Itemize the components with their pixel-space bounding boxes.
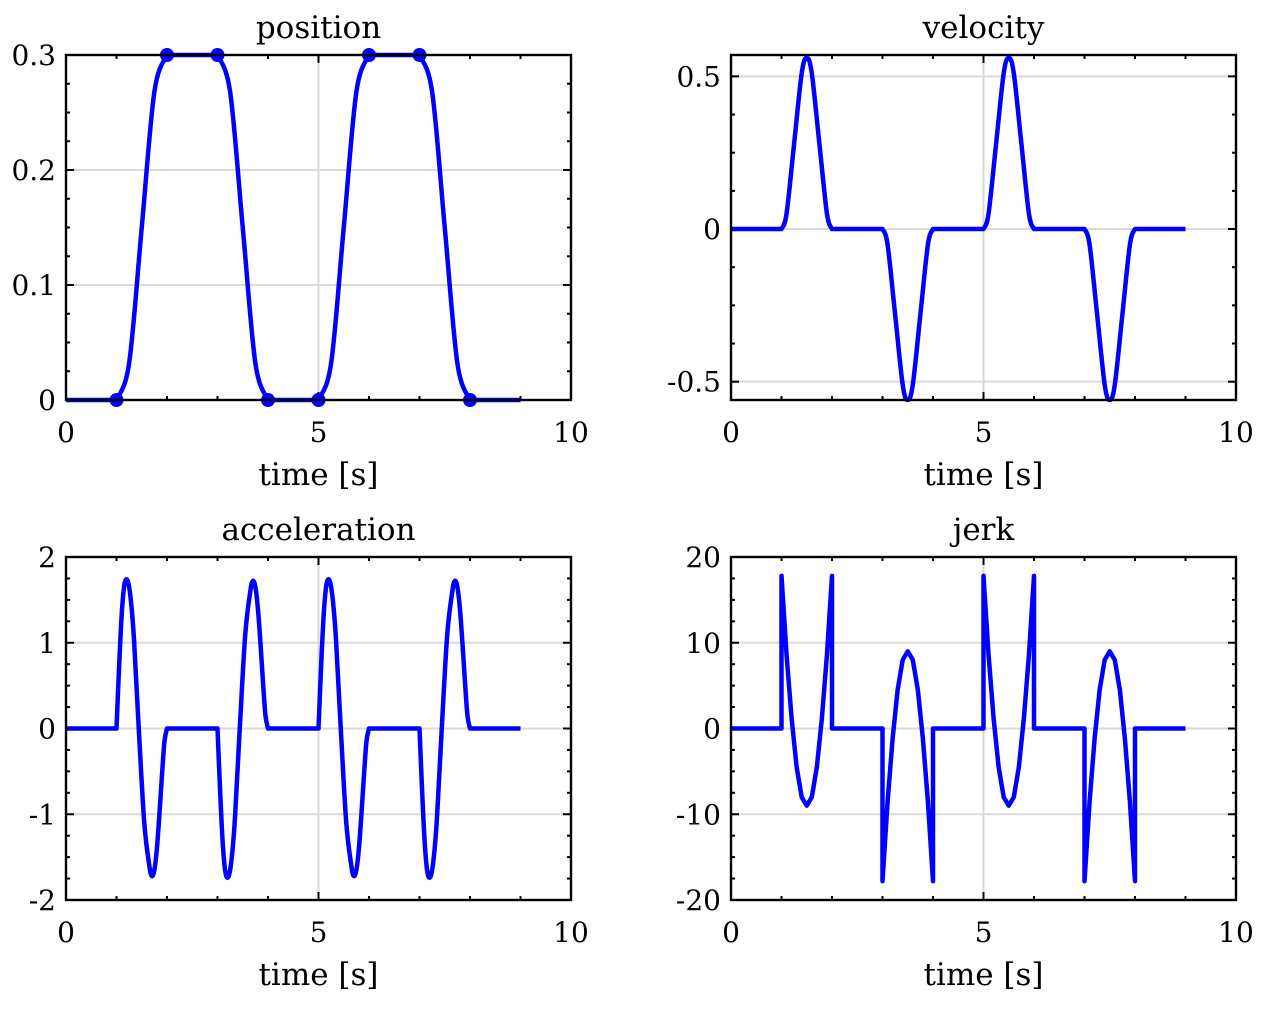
y-tick-label: -1 (29, 798, 56, 831)
x-tick-label: 10 (553, 916, 589, 949)
y-tick-label: 0.3 (11, 39, 56, 72)
series-line-velocity (731, 55, 1186, 403)
x-tick-label: 10 (553, 416, 589, 449)
subplot-title: position (256, 10, 381, 46)
x-tick-label: 0 (57, 416, 75, 449)
y-tick-label: 1 (38, 627, 56, 660)
x-tick-label: 10 (1218, 416, 1254, 449)
axes-frame (729, 53, 1238, 402)
x-axis-label: time [s] (258, 457, 378, 493)
x-tick-label: 5 (975, 416, 993, 449)
y-tick-label: 0 (38, 713, 56, 746)
x-tick-label: 0 (722, 916, 740, 949)
y-tick-label: 0.5 (676, 60, 721, 93)
x-tick-label: 0 (57, 916, 75, 949)
axes-frame (729, 555, 1238, 902)
x-tick-label: 10 (1218, 916, 1254, 949)
subplot-position: 0 5 10 0 0.1 0.2 0.3 position time [s] (11, 10, 588, 493)
axes-frame (64, 555, 573, 902)
x-axis-label: time [s] (923, 457, 1043, 493)
x-tick-label: 5 (975, 916, 993, 949)
subplot-title: jerk (950, 512, 1015, 548)
y-tick-label: -0.5 (667, 366, 721, 399)
subplot-jerk: 0 5 10 -20 -10 0 10 20 jerk time [s] (676, 512, 1254, 993)
y-tick-label: 20 (685, 541, 721, 574)
y-tick-label: 0 (703, 713, 721, 746)
x-tick-label: 0 (722, 416, 740, 449)
x-axis-label: time [s] (923, 957, 1043, 993)
y-tick-label: -2 (29, 884, 56, 917)
axes-frame (64, 53, 573, 402)
subplot-acceleration: 0 5 10 -2 -1 0 1 2 acceleration time [s] (29, 512, 589, 993)
y-tick-label: -10 (676, 798, 721, 831)
x-tick-label: 5 (310, 416, 328, 449)
y-tick-label: 10 (685, 627, 721, 660)
y-tick-label: 0 (703, 213, 721, 246)
subplot-title: velocity (922, 10, 1045, 46)
y-tick-label: 2 (38, 541, 56, 574)
y-tick-label: 0.2 (11, 154, 56, 187)
y-tick-label: -20 (676, 884, 721, 917)
series-line-acceleration (66, 577, 521, 880)
y-tick-label: 0.1 (11, 269, 56, 302)
x-tick-label: 5 (310, 916, 328, 949)
y-tick-label: 0 (38, 384, 56, 417)
subplot-title: acceleration (221, 512, 415, 548)
x-axis-label: time [s] (258, 957, 378, 993)
series-line-jerk (731, 573, 1186, 884)
series-line-position (66, 52, 521, 403)
